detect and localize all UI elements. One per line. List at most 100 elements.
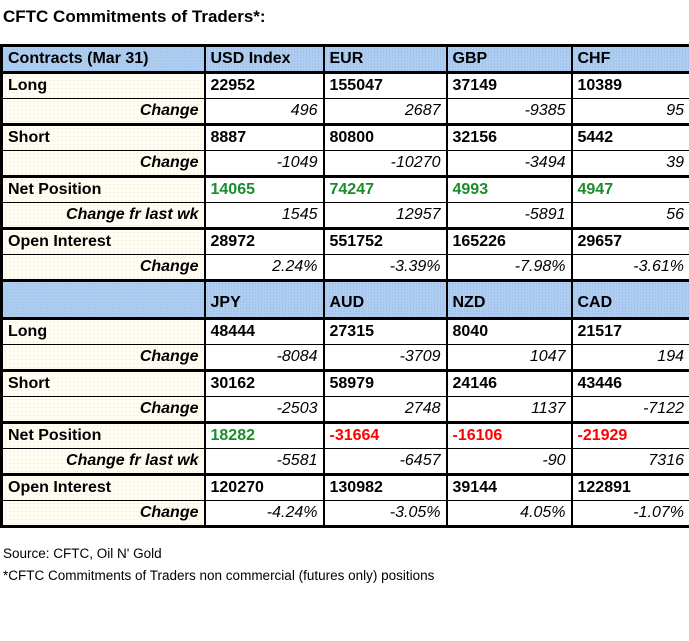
cell-value: -7122 [572, 397, 689, 423]
header-nzd: NZD [447, 281, 572, 319]
cell-value: 8040 [447, 319, 572, 345]
footer: Source: CFTC, Oil N' Gold *CFTC Commitme… [3, 543, 689, 587]
cell-value: 7316 [572, 449, 689, 475]
cell-value-net: -31664 [324, 423, 447, 449]
cell-value: -3.05% [324, 501, 447, 527]
cell-value: 8887 [205, 125, 324, 151]
cell-value: -4.24% [205, 501, 324, 527]
row-label: Open Interest [2, 475, 205, 501]
cell-value: 27315 [324, 319, 447, 345]
cell-value: 28972 [205, 229, 324, 255]
row-long: Long 48444 27315 8040 21517 [2, 319, 689, 345]
row-net-position: Net Position 18282 -31664 -16106 -21929 [2, 423, 689, 449]
row-short: Short 30162 58979 24146 43446 [2, 371, 689, 397]
cell-value: 30162 [205, 371, 324, 397]
cell-value: 165226 [447, 229, 572, 255]
cell-value-net: 14065 [205, 177, 324, 203]
header-aud: AUD [324, 281, 447, 319]
cell-value: 496 [205, 99, 324, 125]
cell-value: 56 [572, 203, 689, 229]
cell-value: 37149 [447, 73, 572, 99]
row-label: Change fr last wk [2, 203, 205, 229]
row-long-change: Change 496 2687 -9385 95 [2, 99, 689, 125]
row-long: Long 22952 155047 37149 10389 [2, 73, 689, 99]
section2-header-row: JPY AUD NZD CAD [2, 281, 689, 319]
cell-value: -6457 [324, 449, 447, 475]
row-label: Open Interest [2, 229, 205, 255]
cell-value: 120270 [205, 475, 324, 501]
row-change-fr-last-wk: Change fr last wk 1545 12957 -5891 56 [2, 203, 689, 229]
header-jpy: JPY [205, 281, 324, 319]
cell-value: -10270 [324, 151, 447, 177]
cell-value: -7.98% [447, 255, 572, 281]
row-change-fr-last-wk: Change fr last wk -5581 -6457 -90 7316 [2, 449, 689, 475]
cell-value: 80800 [324, 125, 447, 151]
cell-value: 155047 [324, 73, 447, 99]
cell-value: 43446 [572, 371, 689, 397]
row-label: Long [2, 319, 205, 345]
header-blank [2, 281, 205, 319]
cell-value: 551752 [324, 229, 447, 255]
source-note: Source: CFTC, Oil N' Gold [3, 543, 689, 565]
cell-value: 5442 [572, 125, 689, 151]
cell-value: 12957 [324, 203, 447, 229]
row-label: Long [2, 73, 205, 99]
row-open-interest-change: Change 2.24% -3.39% -7.98% -3.61% [2, 255, 689, 281]
cell-value: -2503 [205, 397, 324, 423]
cell-value-net: -21929 [572, 423, 689, 449]
cell-value: -90 [447, 449, 572, 475]
cell-value: 1137 [447, 397, 572, 423]
cell-value: 39144 [447, 475, 572, 501]
header-eur: EUR [324, 46, 447, 73]
cell-value: -3709 [324, 345, 447, 371]
row-short-change: Change -2503 2748 1137 -7122 [2, 397, 689, 423]
cell-value: -9385 [447, 99, 572, 125]
cell-value: 130982 [324, 475, 447, 501]
cell-value: -5581 [205, 449, 324, 475]
cell-value-net: 4993 [447, 177, 572, 203]
row-label: Short [2, 125, 205, 151]
header-usd-index: USD Index [205, 46, 324, 73]
header-contracts: Contracts (Mar 31) [2, 46, 205, 73]
header-cad: CAD [572, 281, 689, 319]
header-chf: CHF [572, 46, 689, 73]
cell-value-net: 74247 [324, 177, 447, 203]
cot-table: Contracts (Mar 31) USD Index EUR GBP CHF… [0, 44, 689, 528]
row-label: Change [2, 255, 205, 281]
cell-value: 32156 [447, 125, 572, 151]
cell-value: 4.05% [447, 501, 572, 527]
row-label: Change [2, 151, 205, 177]
cell-value: 10389 [572, 73, 689, 99]
cell-value: 48444 [205, 319, 324, 345]
cell-value-net: 4947 [572, 177, 689, 203]
cell-value: 95 [572, 99, 689, 125]
cell-value: -8084 [205, 345, 324, 371]
cell-value: 39 [572, 151, 689, 177]
cell-value: -3494 [447, 151, 572, 177]
cell-value-net: -16106 [447, 423, 572, 449]
cell-value: 122891 [572, 475, 689, 501]
cell-value: -3.61% [572, 255, 689, 281]
cell-value: 194 [572, 345, 689, 371]
cell-value: 1047 [447, 345, 572, 371]
row-short-change: Change -1049 -10270 -3494 39 [2, 151, 689, 177]
cell-value: -5891 [447, 203, 572, 229]
cell-value: -1049 [205, 151, 324, 177]
row-label: Change [2, 345, 205, 371]
footnote: *CFTC Commitments of Traders non commerc… [3, 565, 689, 587]
cell-value: 2687 [324, 99, 447, 125]
row-open-interest-change: Change -4.24% -3.05% 4.05% -1.07% [2, 501, 689, 527]
cell-value: 2748 [324, 397, 447, 423]
cell-value: 29657 [572, 229, 689, 255]
row-long-change: Change -8084 -3709 1047 194 [2, 345, 689, 371]
cell-value: -3.39% [324, 255, 447, 281]
row-label: Net Position [2, 423, 205, 449]
row-short: Short 8887 80800 32156 5442 [2, 125, 689, 151]
row-label: Change [2, 397, 205, 423]
row-label: Change fr last wk [2, 449, 205, 475]
cell-value: 58979 [324, 371, 447, 397]
row-label: Short [2, 371, 205, 397]
cell-value: -1.07% [572, 501, 689, 527]
row-label: Net Position [2, 177, 205, 203]
cell-value: 1545 [205, 203, 324, 229]
